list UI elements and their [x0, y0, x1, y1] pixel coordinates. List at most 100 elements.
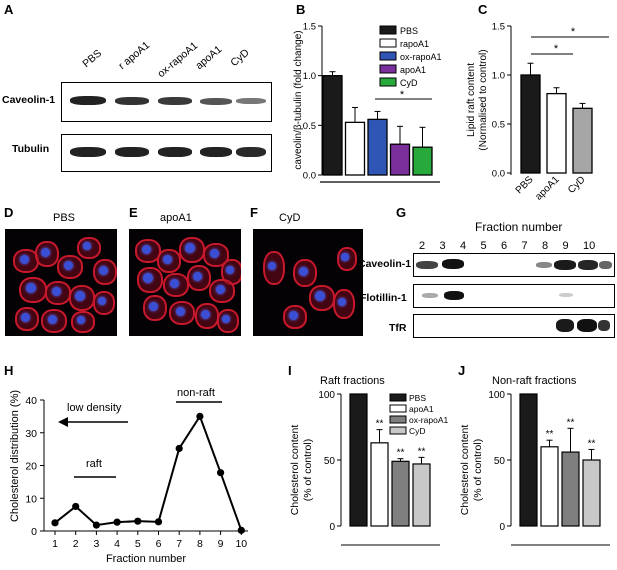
fraction-label: 8 [542, 240, 549, 252]
data-point [175, 444, 183, 453]
data-point [217, 469, 225, 477]
lane-label-cyd: CyD [228, 46, 252, 69]
nucleus [175, 306, 185, 316]
panel-e-letter: E [129, 205, 138, 220]
panel-g-letter: G [396, 205, 407, 220]
legend-label: apoA1 [400, 65, 426, 75]
chart-h-series [51, 412, 245, 534]
x-tick-label: 5 [135, 538, 141, 550]
data-point [154, 518, 163, 526]
nucleus [315, 291, 325, 301]
legend-swatch [389, 404, 407, 413]
category-label: PBS [514, 174, 536, 196]
nucleus [215, 284, 225, 294]
chart-b: caveolin/β-tubulin (fold change) 0.0 0.5 1… [293, 22, 442, 183]
chart-j: Non-raft fractions Cholesterol content (… [459, 375, 610, 546]
fraction-label: 3 [439, 240, 446, 252]
nucleus [98, 265, 108, 275]
blot-band [158, 147, 192, 157]
chart-c-bars [520, 62, 593, 174]
sig-star: ** [588, 438, 596, 449]
sig-star: ** [567, 417, 575, 428]
y-tick-label: 20 [25, 461, 37, 473]
y-tick-label: 0.5 [303, 121, 316, 132]
legend-swatch [379, 25, 397, 35]
bar-apoA1 [540, 446, 559, 527]
y-tick-label: 1.5 [492, 22, 505, 33]
nucleus [185, 243, 195, 253]
bar-apoA1 [389, 143, 411, 176]
fraction-label: 10 [583, 240, 596, 252]
nucleus [141, 244, 151, 254]
blot-band [554, 260, 576, 270]
panel-i-letter: I [288, 363, 292, 378]
micro-label-apoa1: apoA1 [160, 212, 192, 224]
lane-label-pbs: PBS [80, 47, 105, 70]
blot-band [236, 147, 266, 157]
blot-row-label-caveolin: Caveolin-1 [2, 94, 56, 106]
nucleus [298, 266, 308, 276]
bar-ox-rapoA1 [391, 460, 410, 527]
blot-band [200, 98, 232, 105]
legend-label: CyD [400, 78, 418, 88]
panel-a-letter: A [4, 2, 14, 17]
y-tick-label: 50 [494, 456, 506, 467]
y-tick-label: 0.5 [492, 120, 505, 131]
lane-label-ox-rapoa1: ox-rapoA1 [155, 39, 201, 80]
chart-i-ticks: 0 50 100 [318, 390, 341, 533]
y-tick-label: 0.0 [303, 171, 316, 182]
blot-band [598, 320, 610, 331]
chart-c-sig-star-1: * [571, 26, 576, 38]
chart-b-legend: PBS rapoA1 ox-rapoA1 apoA1 CyD [379, 25, 442, 88]
chart-j-ticks: 0 50 100 [488, 390, 511, 533]
g-blot-flotillin [413, 284, 615, 308]
nucleus [209, 248, 219, 258]
chart-j-ylabel-2: (% of control) [472, 439, 484, 501]
chart-b-sig-star: * [400, 89, 405, 101]
sig-star: ** [418, 446, 426, 457]
chart-b-bars [322, 71, 433, 176]
data-point [113, 518, 121, 526]
x-tick-label: 10 [235, 538, 247, 550]
nucleus [267, 261, 277, 271]
g-row-label-caveolin: Caveolin-1 [358, 258, 412, 270]
chart-i-ylabel-1: Cholesterol content [289, 425, 301, 516]
chart-h-xlabel: Fraction number [106, 553, 186, 565]
legend-swatch [379, 77, 397, 87]
nucleus [76, 315, 86, 325]
chart-j-title: Non-raft fractions [492, 375, 577, 387]
low-density-label: low density [67, 402, 122, 414]
blot-band [599, 261, 612, 269]
y-tick-label: 0 [329, 522, 335, 533]
bar-PBS [322, 75, 343, 176]
cell-outline [157, 249, 181, 273]
x-tick-label: 3 [93, 538, 99, 550]
blot-caveolin [61, 82, 272, 122]
chart-i-ylabel-2: (% of control) [302, 439, 314, 501]
fraction-number-title: Fraction number [475, 220, 563, 234]
y-tick-label: 0 [31, 526, 37, 538]
blot-band [556, 319, 574, 332]
legend-swatch [379, 51, 397, 61]
bar-apoA1 [546, 92, 567, 174]
nucleus [143, 273, 153, 283]
x-tick-label: 9 [218, 538, 224, 550]
blot-band [536, 262, 552, 268]
bar-apoA1 [370, 442, 389, 527]
nucleus [341, 253, 349, 261]
nucleus [225, 265, 235, 275]
data-point [237, 526, 245, 534]
nucleus [82, 241, 92, 251]
y-tick-label: 1.0 [303, 71, 316, 82]
lane-label-rapoa1: r apoA1 [116, 39, 153, 72]
cell-outline [15, 307, 39, 331]
g-row-label-flotillin: Flotillin-1 [360, 292, 407, 304]
micro-label-cyd: CyD [279, 212, 301, 224]
panel-h-letter: H [4, 363, 14, 378]
x-tick-label: 4 [114, 538, 120, 550]
bar-rapoA1 [344, 121, 366, 176]
category-label: apoA1 [533, 174, 562, 200]
cell-outline [57, 255, 83, 279]
bar-CyD [412, 463, 431, 527]
